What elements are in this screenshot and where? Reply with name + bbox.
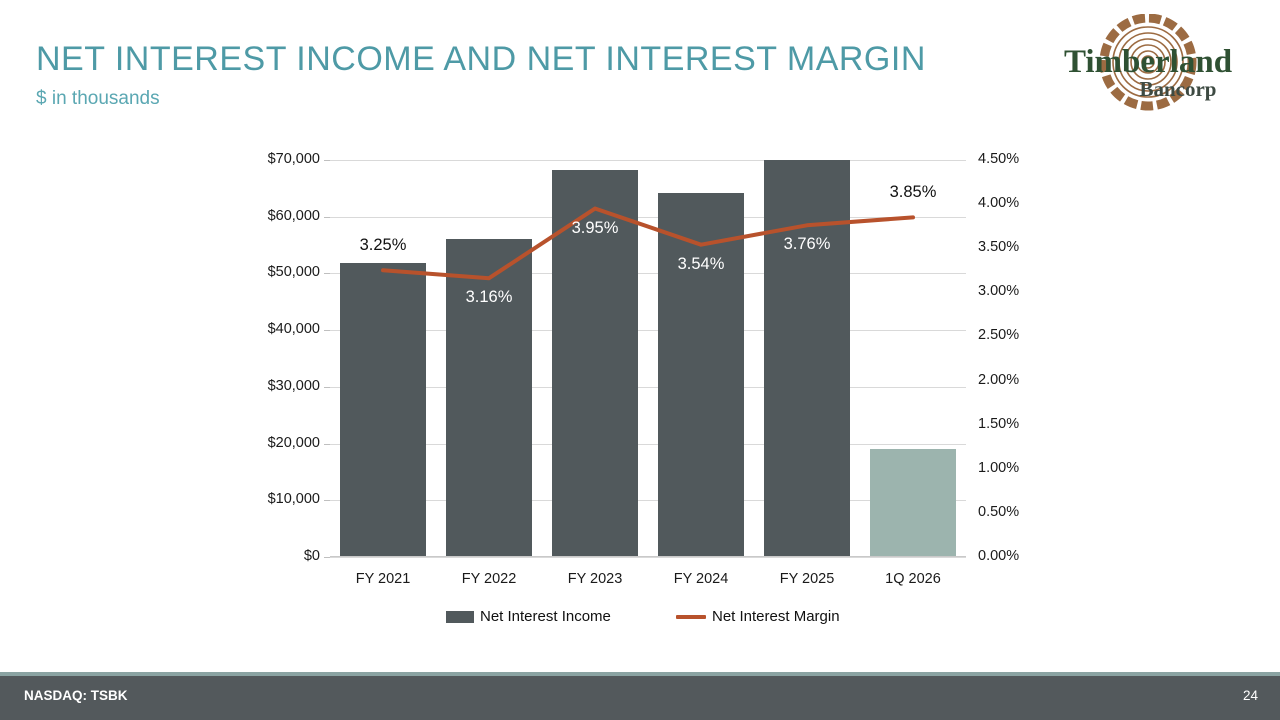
right-axis-tick-label: 1.00% [978,459,1020,476]
bar-1q-2026[interactable] [869,448,957,557]
chart-net-interest-income-and-margin: $0 $10,000 $20,000 $30,000 $40,000 $50,000 $60… [0,130,1280,640]
footer-accent-bar [0,672,1280,676]
axis-tick [324,330,330,332]
gridline [330,330,966,332]
gridline [330,443,966,445]
slide-footer: NASDAQ: TSBK 24 [0,672,1280,720]
gridline [330,557,966,558]
left-axis-tick-label: $10,000 [267,491,320,508]
axis-tick [324,273,330,275]
axis-tick [324,443,330,445]
category-label-fy-2023: FY 2023 [567,571,623,587]
category-label-fy-2021: FY 2021 [355,571,411,587]
data-label-margin-fy-2021: 3.25% [359,236,407,255]
legend-bar-swatch-icon [446,610,474,623]
right-axis-tick-label: 2.50% [978,327,1020,344]
axis-tick [324,500,330,502]
footer-page-number: 24 [1242,688,1258,703]
axis-tick [324,216,330,218]
logo-graphic: Timberland Bancorp [1064,14,1232,111]
right-axis-tick-label: 0.00% [978,548,1020,564]
plot-area: 3.25% 3.16% 3.95% 3.54% 3.76% 3.85% [324,160,966,558]
timberland-bancorp-logo: Timberland Bancorp [1062,14,1234,114]
legend-label: Net Interest Margin [712,608,840,625]
axis-baseline [330,556,966,557]
axis-tick [324,557,330,558]
right-axis-tick-label: 4.50% [978,151,1020,167]
bar-fy-2022[interactable] [445,239,533,557]
bar-fy-2021[interactable] [339,263,427,557]
gridline [330,160,966,161]
page-subtitle: $ in thousands [36,88,160,109]
legend-item-net-interest-margin[interactable]: Net Interest Margin [676,608,840,625]
right-axis-tick-label: 2.00% [978,371,1020,388]
axis-tick [324,386,330,388]
left-axis-tick-label: $70,000 [267,151,320,167]
right-axis-tick-label: 0.50% [978,503,1020,520]
right-axis-tick-label: 3.50% [978,239,1020,256]
bar-fy-2025[interactable] [763,160,851,557]
right-axis-tick-label: 4.00% [978,195,1020,212]
page-title: NET INTEREST INCOME AND NET INTEREST MAR… [36,40,926,78]
slide-header: NET INTEREST INCOME AND NET INTEREST MAR… [0,0,1280,130]
left-axis-tick-label: $20,000 [267,434,320,451]
bar-fy-2024[interactable] [657,193,745,557]
legend-label: Net Interest Income [480,608,611,625]
category-label-fy-2024: FY 2024 [673,571,729,587]
gridline [330,386,966,388]
left-axis-tick-label: $30,000 [267,377,320,394]
data-label-margin-1q-2026: 3.85% [889,183,937,202]
left-axis-tick-label: $60,000 [267,207,320,224]
legend-item-net-interest-income[interactable]: Net Interest Income [446,608,611,625]
left-axis-tick-label: $0 [303,548,320,564]
left-axis-tick-label: $50,000 [267,264,320,281]
right-axis-tick-label: 1.50% [978,415,1020,432]
footer-ticker: NASDAQ: TSBK [24,688,128,703]
data-label-margin-fy-2022: 3.16% [465,288,513,307]
gridline [330,216,966,218]
data-label-margin-fy-2025: 3.76% [783,235,831,254]
data-label-margin-fy-2024: 3.54% [677,254,725,273]
category-label-fy-2025: FY 2025 [779,571,835,587]
data-label-margin-fy-2023: 3.95% [571,218,619,237]
category-label-1q-2026: 1Q 2026 [885,571,941,587]
logo-name-top: Timberland [1064,44,1232,80]
right-axis-tick-label: 3.00% [978,283,1020,300]
gridline [330,500,966,502]
axis-tick [324,160,330,161]
legend-line-swatch-icon [676,614,706,619]
category-label-fy-2022: FY 2022 [461,571,517,587]
left-axis-tick-label: $40,000 [267,321,320,338]
logo-name-bottom: Bancorp [1139,77,1216,101]
chart-legend: Net Interest Income Net Interest Margin [0,608,1280,638]
